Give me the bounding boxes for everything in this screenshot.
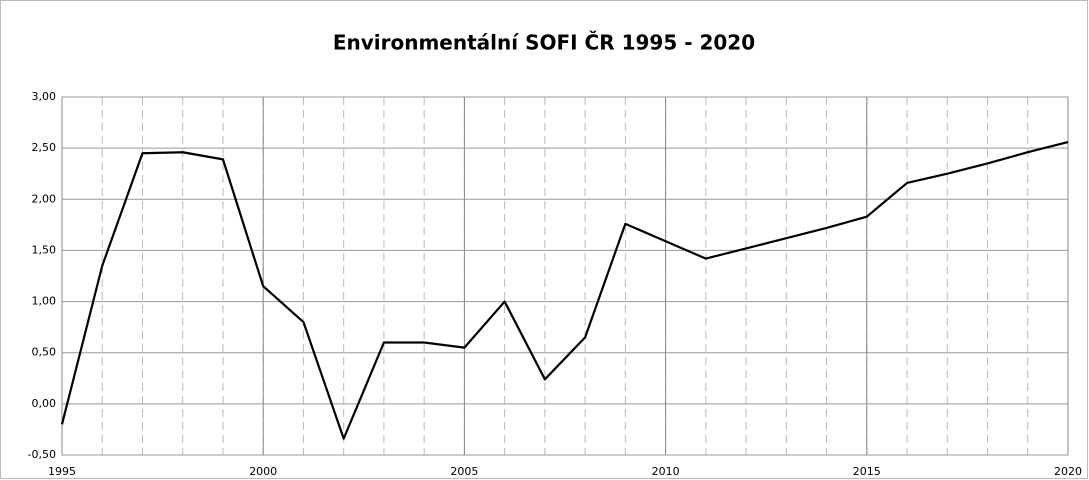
x-tick-label: 2005 [450, 465, 478, 478]
data-line [60, 140, 1069, 440]
y-tick-label: 0,00 [32, 397, 57, 410]
x-tick-label: 2015 [853, 465, 881, 478]
chart-title: Environmentální SOFI ČR 1995 - 2020 [333, 31, 755, 55]
x-tick-label: 2000 [249, 465, 277, 478]
y-tick-label: -0,50 [28, 448, 56, 461]
x-tick-label: 2010 [652, 465, 680, 478]
y-tick-label: 0,50 [32, 346, 57, 359]
x-tick-label: 2020 [1054, 465, 1082, 478]
y-tick-label: 2,00 [32, 192, 57, 205]
y-tick-label: 3,00 [32, 90, 57, 103]
x-tick-label: 1995 [48, 465, 76, 478]
y-tick-label: 2,50 [32, 141, 57, 154]
plot-area [61, 96, 1069, 456]
y-tick-label: 1,00 [32, 295, 57, 308]
y-tick-label: 1,50 [32, 243, 57, 256]
